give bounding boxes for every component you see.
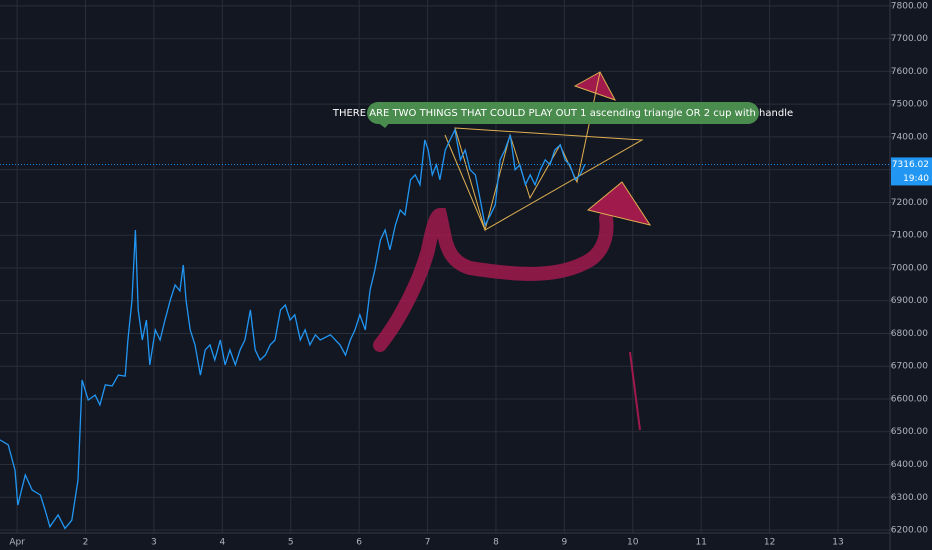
y-tick-label: 6900.00 [891,296,928,306]
countdown-label: 19:40 [903,174,929,184]
y-tick-label: 6400.00 [891,460,928,470]
annotation: THERE ARE TWO THINGS THAT COULD PLAY OUT… [332,108,793,119]
annotation-bubble [367,102,759,124]
y-tick-label: 7100.00 [891,231,928,241]
x-tick-label: 11 [695,538,706,548]
triangle [454,127,644,231]
x-tick-label: 3 [151,538,157,548]
price-line [0,127,586,530]
y-tick-label: 7700.00 [891,34,928,44]
y-tick-label: 7800.00 [891,1,928,11]
y-tick-label: 6800.00 [891,329,928,339]
x-tick-label: 10 [627,538,639,548]
brush-stroke [373,207,614,352]
axes: 6200.00 6300.00 6400.00 6500.00 6600.00 6700.… [9,1,932,548]
y-tick-label: 6300.00 [891,493,928,503]
y-tick-label: 6700.00 [891,362,928,372]
x-tick-label: 9 [562,538,568,548]
pattern-line [444,71,601,232]
plot [0,127,890,530]
x-tick-label: 6 [356,538,362,548]
y-tick-label: 7400.00 [891,132,928,142]
annotation-tail [372,118,392,128]
last-price-label: 7316.02 [892,160,929,170]
arrow-head [586,181,652,226]
x-tick-label: 4 [219,538,225,548]
y-tick-label: 7500.00 [891,100,928,110]
x-tick-label: 13 [832,538,843,548]
x-tick-label: Apr [9,538,25,548]
brush-stroke [629,351,641,431]
y-tick-label: 7200.00 [891,198,928,208]
last-price-box [891,157,932,186]
x-tick-label: 7 [425,538,431,548]
x-tick-label: 5 [288,538,294,548]
y-tick-label: 6600.00 [891,394,928,404]
x-tick-label: 2 [83,538,89,548]
x-tick-label: 8 [493,538,499,548]
drawings [373,71,652,431]
x-tick-label: 12 [764,538,775,548]
y-tick-label: 6200.00 [891,526,928,536]
arrow-head [573,71,617,101]
y-tick-label: 7600.00 [891,67,928,77]
y-tick-label: 6500.00 [891,427,928,437]
y-tick-label: 7000.00 [891,263,928,273]
